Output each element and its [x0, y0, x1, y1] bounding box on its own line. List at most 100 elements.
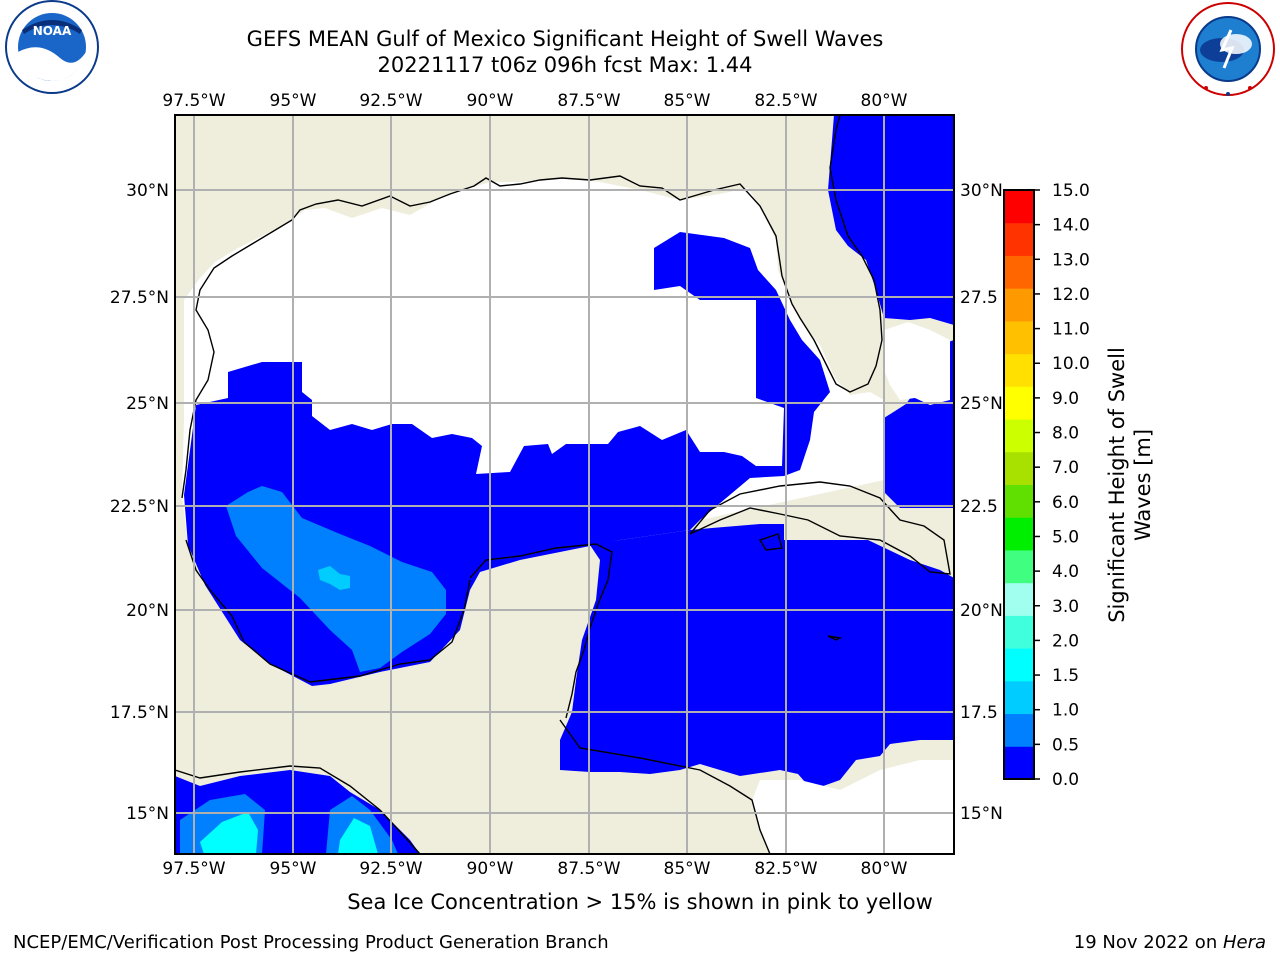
lon-label-top: 82.5°W: [754, 91, 817, 111]
footer-credit: NCEP/EMC/Verification Post Processing Pr…: [13, 932, 609, 953]
colorbar-tick-label: 2.0: [1052, 631, 1079, 651]
lon-label-top: 85°W: [664, 91, 711, 111]
lat-label-right: 27.5: [960, 288, 998, 308]
lat-labels-right: 30°N 27.5 25°N 22.5 20°N 17.5 15°N: [960, 181, 1003, 824]
lon-label-top: 80°W: [861, 91, 908, 111]
colorbar-segment: [1004, 615, 1034, 649]
colorbar-tick-label: 11.0: [1052, 320, 1090, 340]
lon-label-top: 87.5°W: [557, 91, 620, 111]
colorbar-segment: [1004, 255, 1034, 289]
lon-label-top: 90°W: [467, 91, 514, 111]
colorbar-segment: [1004, 517, 1034, 551]
colorbar-segment: [1004, 582, 1034, 616]
lat-label-left: 22.5°N: [110, 497, 169, 517]
lon-label-bottom: 90°W: [467, 859, 514, 879]
lat-label-left: 17.5°N: [110, 703, 169, 723]
lat-label-right: 22.5: [960, 497, 998, 517]
colorbar-tick-label: 15.0: [1052, 181, 1090, 201]
colorbar-tick-label: 5.0: [1052, 527, 1079, 547]
colorbar-segment: [1004, 222, 1034, 256]
lat-labels-left: 30°N 27.5°N 25°N 22.5°N 20°N 17.5°N 15°N: [110, 181, 169, 824]
mexico-south-coastline: [185, 539, 471, 683]
lon-label-bottom: 87.5°W: [557, 859, 620, 879]
nws-logo: [1181, 2, 1275, 96]
colorbar-segment: [1004, 190, 1034, 224]
central-america-coastline: [175, 765, 421, 854]
chart-subtitle: 20221117 t06z 096h fcst Max: 1.44: [377, 53, 753, 77]
colorbar-tick-label: 9.0: [1052, 389, 1079, 409]
lon-labels-top: 97.5°W 95°W 92.5°W 90°W 87.5°W 85°W 82.5…: [162, 91, 907, 111]
graticule: [175, 115, 954, 854]
yucatan-coastline: [469, 543, 613, 719]
colorbar-tick-label: 10.0: [1052, 354, 1090, 374]
colorbar-label-line1: Significant Height of Swell: [1105, 347, 1129, 623]
lat-label-right: 25°N: [960, 394, 1003, 414]
gulf-water-cyan: [318, 566, 350, 590]
atlantic-water-blue: [828, 115, 954, 508]
colorbar: 0.0 0.5 1.0 1.5 2.0 3.0 4.0 5.0 6.0 7.0 8.0 9.0 10.0…: [1003, 181, 1090, 790]
lon-label-bottom: 85°W: [664, 859, 711, 879]
colorbar-tick-label: 13.0: [1052, 250, 1090, 270]
colorbar-segment: [1004, 484, 1034, 518]
lat-label-left: 27.5°N: [110, 288, 169, 308]
lon-label-top: 97.5°W: [162, 91, 225, 111]
lat-label-left: 20°N: [126, 601, 169, 621]
us-gulf-coastline: [181, 115, 883, 499]
caribbean-water-blue: [560, 524, 954, 790]
colorbar-segment: [1004, 386, 1034, 420]
colorbar-segment: [1004, 549, 1034, 584]
colorbar-segment: [1004, 320, 1034, 355]
colorbar-tick-label: 12.0: [1052, 285, 1090, 305]
colorbar-segment: [1004, 288, 1034, 322]
lat-label-left: 25°N: [126, 394, 169, 414]
colorbar-segment: [1004, 648, 1034, 682]
lon-label-bottom: 95°W: [270, 859, 317, 879]
colorbar-tick-label: 1.0: [1052, 701, 1079, 721]
footer-date-text: 19 Nov 2022 on: [1073, 932, 1223, 953]
sea-ice-note: Sea Ice Concentration > 15% is shown in …: [347, 890, 933, 914]
chart-title: GEFS MEAN Gulf of Mexico Significant Hei…: [246, 27, 884, 51]
lat-label-right: 30°N: [960, 181, 1003, 201]
lon-label-bottom: 92.5°W: [359, 859, 422, 879]
footer-host: Hera: [1222, 932, 1266, 953]
colorbar-tick-label: 0.5: [1052, 735, 1079, 755]
lon-label-bottom: 82.5°W: [754, 859, 817, 879]
colorbar-segment: [1004, 353, 1034, 387]
lat-label-left: 15°N: [126, 804, 169, 824]
colorbar-tick-label: 14.0: [1052, 216, 1090, 236]
map-frame: [174, 114, 955, 855]
lon-label-bottom: 97.5°W: [162, 859, 225, 879]
colorbar-segment: [1004, 451, 1034, 485]
colorbar-tick-label: 1.5: [1052, 666, 1079, 686]
atlantic-water-white: [884, 322, 950, 405]
colorbar-label: Significant Height of Swell Waves [m]: [1105, 347, 1155, 623]
lat-label-right: 15°N: [960, 804, 1003, 824]
pacific-water-cyan-2: [338, 818, 378, 854]
caribbean-water-white: [752, 760, 954, 854]
lon-label-top: 92.5°W: [359, 91, 422, 111]
jamaica-coastline: [827, 635, 843, 641]
noaa-logo-text: NOAA: [33, 24, 72, 38]
colorbar-tick-label: 3.0: [1052, 597, 1079, 617]
lat-label-right: 17.5: [960, 703, 998, 723]
colorbar-tick-label: 7.0: [1052, 458, 1079, 478]
lon-label-bottom: 80°W: [861, 859, 908, 879]
map-panel: [175, 115, 954, 854]
colorbar-segment: [1004, 419, 1034, 453]
lat-label-left: 30°N: [126, 181, 169, 201]
footer-date: 19 Nov 2022 on Hera: [1074, 932, 1266, 953]
lon-labels-bottom: 97.5°W 95°W 92.5°W 90°W 87.5°W 85°W 82.5…: [162, 859, 907, 879]
colorbar-segment: [1004, 746, 1034, 780]
isle-of-youth-coastline: [758, 533, 783, 551]
pacific-water-cyan: [200, 812, 258, 854]
coastlines: [175, 115, 951, 854]
colorbar-tick-label: 6.0: [1052, 493, 1079, 513]
colorbar-segment: [1004, 713, 1034, 747]
colorbar-tick-label: 0.0: [1052, 770, 1079, 790]
colorbar-label-line2: Waves [m]: [1131, 429, 1155, 541]
lon-label-top: 95°W: [270, 91, 317, 111]
colorbar-tick-label: 4.0: [1052, 562, 1079, 582]
lat-label-right: 20°N: [960, 601, 1003, 621]
colorbar-segment: [1004, 680, 1034, 715]
